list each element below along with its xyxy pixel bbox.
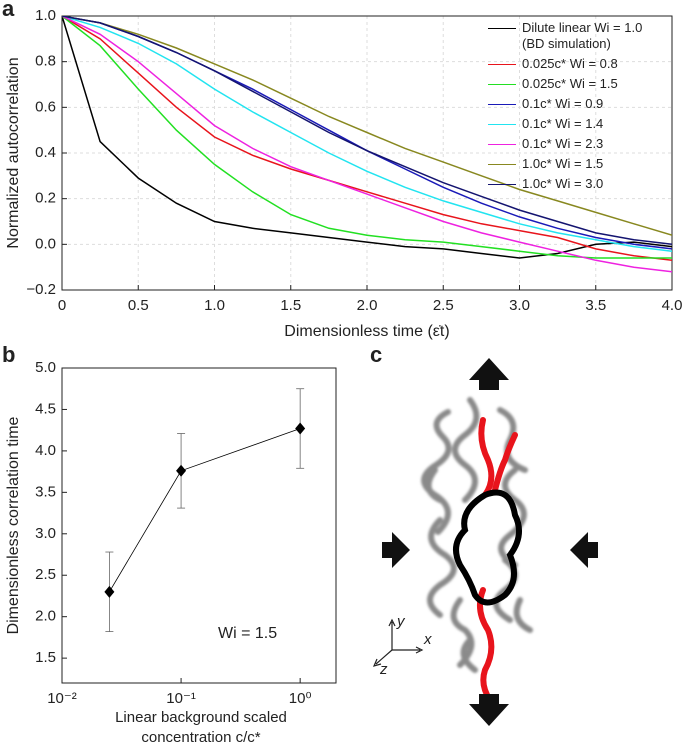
plot-frame: [61, 367, 337, 684]
black-loop: [453, 489, 522, 606]
legend-label: 0.025c* Wi = 0.8: [522, 56, 618, 71]
legend-swatch: [488, 124, 516, 125]
y-tick-label: 2.0: [35, 608, 56, 625]
x-tick-label: 2.5: [433, 297, 454, 314]
diagram: c y x z: [370, 342, 598, 726]
series-group: [62, 16, 672, 273]
legend-entry: 1.0c* Wi = 1.5: [488, 156, 674, 172]
series-line: [62, 16, 672, 236]
annotation: Wi = 1.5: [218, 625, 277, 642]
y-axis-label: Normalized autocorrelation: [5, 57, 22, 248]
x-tick-label: 10⁰: [289, 690, 312, 707]
axis-name: x: [423, 631, 432, 648]
data-point: [104, 585, 115, 598]
series-line: [62, 16, 672, 259]
legend-label: 0.1c* Wi = 1.4: [522, 116, 604, 131]
legend-entry: 0.1c* Wi = 0.9: [488, 96, 674, 112]
data-point: [295, 422, 306, 435]
y-tick-label: 0.2: [35, 190, 56, 207]
x-tick-label: 3.5: [585, 297, 606, 314]
legend-label: 1.0c* Wi = 3.0: [522, 176, 604, 191]
series-line: [62, 16, 672, 259]
legend-swatch: [488, 104, 516, 105]
series-line: [62, 16, 672, 273]
legend-swatch: [488, 28, 516, 29]
y-axis-label: Dimensionless correlation time: [5, 416, 22, 634]
y-tick-label: 3.5: [35, 483, 56, 500]
y-tick-label: 0.6: [35, 98, 56, 115]
red-chain: [476, 417, 518, 703]
x-tick-label: 0: [58, 297, 66, 314]
x-tick-label: 3.0: [509, 297, 530, 314]
y-tick-label: 4.5: [35, 400, 56, 417]
legend-entry: 0.1c* Wi = 1.4: [488, 116, 674, 132]
legend-entry: 0.025c* Wi = 0.8: [488, 56, 674, 72]
x-tick-label: 1.5: [280, 297, 301, 314]
legend-swatch: [488, 64, 516, 65]
legend-label: 0.1c* Wi = 0.9: [522, 96, 604, 111]
legend-entry: 0.1c* Wi = 2.3: [488, 136, 674, 152]
legend-label: 0.025c* Wi = 1.5: [522, 76, 618, 91]
axes-triad: [372, 618, 424, 667]
y-tick-label: 4.0: [35, 442, 56, 459]
y-tick-label: 5.0: [35, 359, 56, 376]
legend-label: Dilute linear Wi = 1.0 (BD simulation): [522, 20, 643, 51]
x-tick-label: 10⁻²: [47, 690, 77, 707]
series-line: [62, 16, 672, 252]
legend-swatch: [488, 184, 516, 185]
legend-swatch: [488, 144, 516, 145]
legend-swatch: [488, 84, 516, 85]
x-tick-label: 10⁻¹: [166, 690, 196, 707]
series-line: [62, 16, 672, 262]
x-tick-label: 4.0: [662, 297, 683, 314]
y-tick-label: 1.0: [35, 7, 56, 24]
connector-line: [109, 428, 301, 593]
axis-name: y: [396, 613, 406, 630]
legend-entry: 1.0c* Wi = 3.0: [488, 176, 674, 192]
y-tick-label: 0.4: [35, 144, 56, 161]
x-tick-label: 1.0: [204, 297, 225, 314]
legend-entry: 0.025c* Wi = 1.5: [488, 76, 674, 92]
legend-label: 0.1c* Wi = 2.3: [522, 136, 604, 151]
x-axis-label: Linear background scaled concentration c…: [115, 709, 287, 746]
y-tick-label: 2.5: [35, 566, 56, 583]
background-chains: [421, 397, 533, 673]
y-tick-label: 3.0: [35, 525, 56, 542]
panel-label: b: [2, 342, 15, 367]
x-tick-label: 0.5: [128, 297, 149, 314]
axis-name: z: [379, 661, 388, 678]
data-point: [176, 464, 187, 477]
series-line: [62, 16, 672, 246]
y-tick-label: 0.0: [35, 235, 56, 252]
x-axis-label: Dimensionless time (ε̇t): [284, 323, 449, 340]
y-tick-label: 1.5: [35, 649, 56, 666]
y-tick-label: −0.2: [26, 281, 56, 298]
legend-swatch: [488, 164, 516, 165]
y-tick-label: 0.8: [35, 53, 56, 70]
legend-label: 1.0c* Wi = 1.5: [522, 156, 604, 171]
arrows: [382, 358, 598, 726]
panel-label: c: [370, 342, 382, 367]
legend: Dilute linear Wi = 1.0 (BD simulation) 0.…: [488, 20, 674, 196]
legend-entry: Dilute linear Wi = 1.0 (BD simulation): [488, 20, 674, 52]
plot-frame: [61, 15, 673, 291]
x-tick-label: 2.0: [357, 297, 378, 314]
panel-label: a: [2, 0, 15, 21]
